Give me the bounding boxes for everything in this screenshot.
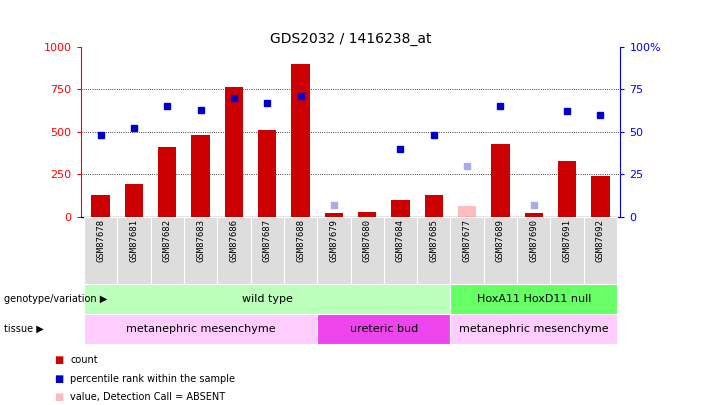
Text: GSM87691: GSM87691 [563, 219, 571, 262]
Text: GSM87684: GSM87684 [396, 219, 405, 262]
Bar [317, 217, 350, 284]
Bar [358, 212, 376, 217]
Bar [217, 217, 250, 284]
Text: ureteric bud: ureteric bud [350, 324, 418, 334]
Bar [117, 217, 151, 284]
Text: GSM87689: GSM87689 [496, 219, 505, 262]
Text: HoxA11 HoxD11 null: HoxA11 HoxD11 null [477, 294, 591, 304]
Bar [84, 284, 451, 314]
Bar [317, 314, 451, 344]
Bar [91, 194, 110, 217]
Bar [325, 213, 343, 217]
Text: genotype/variation ▶: genotype/variation ▶ [4, 294, 107, 304]
Bar [484, 217, 517, 284]
Text: GSM87685: GSM87685 [429, 219, 438, 262]
Bar [491, 143, 510, 217]
Title: GDS2032 / 1416238_at: GDS2032 / 1416238_at [270, 32, 431, 45]
Bar [558, 161, 576, 217]
Bar [451, 284, 617, 314]
Text: GSM87677: GSM87677 [463, 219, 472, 262]
Bar [250, 217, 284, 284]
Bar [84, 314, 317, 344]
Bar [451, 314, 617, 344]
Bar [584, 217, 617, 284]
Text: ■: ■ [54, 374, 63, 384]
Text: metanephric mesenchyme: metanephric mesenchyme [459, 324, 608, 334]
Text: GSM87678: GSM87678 [96, 219, 105, 262]
Bar [225, 87, 243, 217]
Bar [458, 215, 476, 217]
Bar [151, 217, 184, 284]
Text: count: count [70, 356, 97, 365]
Text: ■: ■ [54, 356, 63, 365]
Bar [350, 217, 384, 284]
Text: GSM87683: GSM87683 [196, 219, 205, 262]
Text: tissue ▶: tissue ▶ [4, 324, 43, 334]
Bar [158, 147, 177, 217]
Text: GSM87679: GSM87679 [329, 219, 339, 262]
Text: percentile rank within the sample: percentile rank within the sample [70, 374, 235, 384]
Bar [292, 64, 310, 217]
Bar [284, 217, 317, 284]
Bar [524, 213, 543, 217]
Text: GSM87686: GSM87686 [229, 219, 238, 262]
Text: GSM87687: GSM87687 [263, 219, 272, 262]
Bar [417, 217, 451, 284]
Bar [84, 217, 117, 284]
Text: GSM87680: GSM87680 [362, 219, 372, 262]
Bar [550, 217, 584, 284]
Bar [391, 200, 409, 217]
Bar [517, 217, 550, 284]
Bar [384, 217, 417, 284]
Text: GSM87681: GSM87681 [130, 219, 138, 262]
Bar [191, 135, 210, 217]
Bar [425, 194, 443, 217]
Text: value, Detection Call = ABSENT: value, Detection Call = ABSENT [70, 392, 225, 402]
Text: metanephric mesenchyme: metanephric mesenchyme [125, 324, 275, 334]
Bar [458, 207, 476, 217]
Text: ■: ■ [54, 392, 63, 402]
Text: GSM87690: GSM87690 [529, 219, 538, 262]
Text: wild type: wild type [242, 294, 292, 304]
Bar [591, 176, 610, 217]
Text: GSM87688: GSM87688 [296, 219, 305, 262]
Bar [184, 217, 217, 284]
Bar [258, 130, 276, 217]
Bar [125, 184, 143, 217]
Bar [451, 217, 484, 284]
Text: GSM87692: GSM87692 [596, 219, 605, 262]
Text: GSM87682: GSM87682 [163, 219, 172, 262]
